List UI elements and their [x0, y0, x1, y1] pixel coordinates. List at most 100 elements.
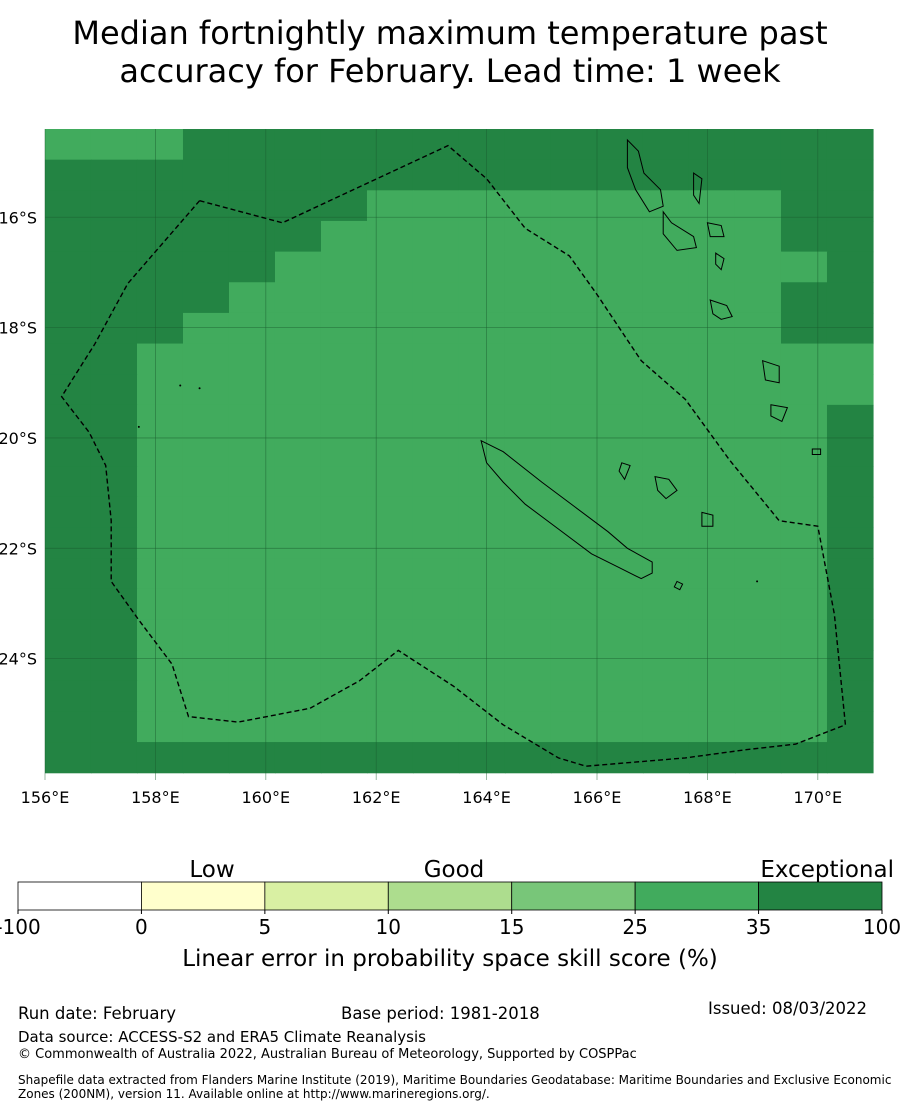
skill-cell — [45, 159, 92, 191]
skill-cell — [228, 190, 276, 222]
skill-cell — [45, 435, 92, 467]
legend-tick-labels: -100 0 5 10 15 25 35 100 — [0, 910, 900, 939]
skill-cell — [780, 435, 828, 467]
legend-bin — [387, 881, 513, 911]
skill-cell — [504, 404, 552, 437]
skill-cell — [274, 588, 322, 621]
skill-cell — [320, 466, 368, 498]
skill-cell — [45, 466, 92, 498]
skill-cell — [734, 466, 782, 498]
skill-cell — [688, 435, 736, 467]
skill-cell — [780, 619, 828, 651]
skill-cell — [182, 159, 230, 191]
skill-cell — [596, 159, 644, 191]
skill-cell — [780, 159, 828, 191]
skill-cell — [504, 343, 552, 375]
skill-cell — [826, 220, 874, 253]
skill-cell — [826, 650, 874, 682]
skill-cell — [688, 558, 736, 590]
skill-cell — [274, 374, 322, 406]
skill-cell — [734, 435, 782, 467]
longitude-tick-label: 168°E — [683, 788, 732, 807]
skill-cell — [45, 619, 92, 651]
longitude-tick-label: 164°E — [462, 788, 511, 807]
skill-cell — [45, 129, 92, 161]
skill-cell — [688, 711, 736, 743]
skill-cell — [642, 588, 690, 621]
skill-cell — [688, 251, 736, 283]
skill-cell — [458, 619, 506, 651]
map-gridlines — [44, 129, 873, 780]
island-coastline — [654, 475, 678, 500]
skill-cell — [596, 711, 644, 743]
skill-cell — [596, 251, 644, 283]
legend-bin — [141, 881, 266, 911]
skill-cell — [366, 527, 414, 559]
base-period: Base period: 1981-2018 — [341, 1004, 540, 1023]
skill-cell — [826, 312, 874, 345]
skill-cell — [504, 711, 552, 743]
legend-bin — [17, 881, 142, 911]
skill-cell — [412, 129, 460, 161]
skill-cell — [780, 282, 828, 314]
skill-cell — [90, 588, 138, 621]
skill-cell — [366, 496, 414, 529]
legend-bin — [511, 881, 636, 911]
skill-cell — [228, 343, 276, 375]
skill-cell — [550, 650, 598, 682]
skill-cell — [320, 496, 368, 529]
skill-cell — [734, 129, 782, 161]
skill-cell — [320, 742, 368, 774]
legend-tick-label: 25 — [622, 915, 647, 939]
legend-tick-label: -100 — [0, 915, 41, 939]
skill-cell — [90, 251, 138, 283]
skill-cell — [688, 650, 736, 682]
skill-cell — [826, 619, 874, 651]
skill-cell — [826, 466, 874, 498]
skill-cell — [320, 558, 368, 590]
skill-cell — [136, 435, 184, 467]
skill-cell — [412, 404, 460, 437]
skill-cell — [458, 312, 506, 345]
skill-cell — [596, 466, 644, 498]
skill-cell — [136, 190, 184, 222]
skill-cell — [734, 312, 782, 345]
skill-cell — [412, 650, 460, 682]
skill-cell — [320, 343, 368, 375]
skill-cell — [45, 282, 92, 314]
island-coastline — [701, 511, 714, 527]
skill-cell — [136, 496, 184, 529]
skill-cell — [45, 374, 92, 406]
skill-cell — [90, 466, 138, 498]
skill-cell — [550, 282, 598, 314]
skill-cell — [274, 558, 322, 590]
skill-cell — [274, 129, 322, 161]
skill-cell — [320, 282, 368, 314]
skill-cell — [366, 190, 414, 222]
skill-cell — [642, 251, 690, 283]
skill-cell — [504, 220, 552, 253]
skill-cell — [826, 558, 874, 590]
skill-cell — [412, 220, 460, 253]
eez-boundary — [60, 144, 847, 767]
skill-cell — [45, 680, 92, 712]
skill-cell — [642, 343, 690, 375]
skill-cell — [504, 588, 552, 621]
skill-cell — [596, 588, 644, 621]
skill-cell — [182, 711, 230, 743]
skill-cell — [45, 312, 92, 345]
skill-cell — [688, 527, 736, 559]
skill-cell — [458, 282, 506, 314]
skill-cell — [45, 343, 92, 375]
legend-category-label: Low — [189, 857, 234, 883]
skill-cell — [182, 527, 230, 559]
skill-cell — [458, 435, 506, 467]
skill-cell — [734, 251, 782, 283]
skill-cell — [90, 129, 138, 161]
skill-cell — [596, 190, 644, 222]
skill-cell — [182, 435, 230, 467]
skill-cell — [45, 190, 92, 222]
skill-cell — [504, 251, 552, 283]
skill-cell — [642, 496, 690, 529]
legend-category-labels: Low Good Exceptional — [189, 857, 894, 883]
